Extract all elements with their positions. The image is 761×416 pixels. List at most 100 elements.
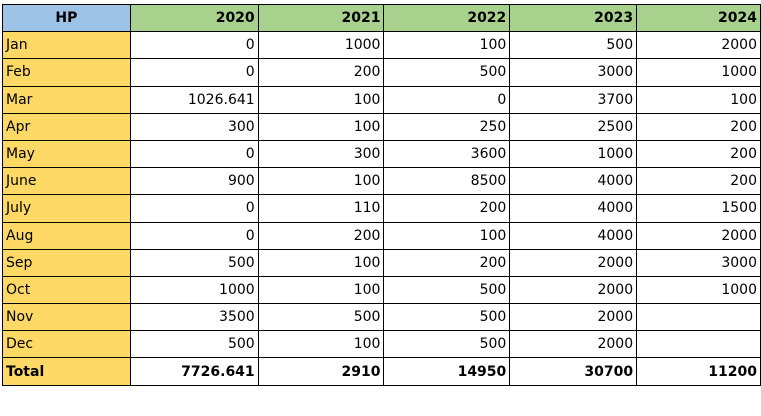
value-cell[interactable]: 500 (383, 330, 511, 359)
total-cell[interactable]: 30700 (509, 357, 638, 386)
value-cell[interactable]: 300 (257, 139, 385, 169)
month-cell[interactable]: Oct (2, 275, 131, 305)
total-row: Total 7726.641 2910 14950 30700 11200 (2, 357, 761, 386)
value-cell[interactable]: 1000 (636, 58, 761, 87)
value-cell[interactable]: 100 (257, 275, 385, 305)
value-cell[interactable]: 100 (257, 112, 385, 141)
value-cell[interactable]: 300 (129, 112, 259, 141)
table-row: May 0 300 3600 1000 200 (2, 139, 761, 169)
table-row: Oct 1000 100 500 2000 1000 (2, 275, 761, 305)
value-cell[interactable] (636, 330, 761, 359)
month-cell[interactable]: Feb (2, 58, 131, 87)
value-cell[interactable]: 1000 (636, 275, 761, 305)
value-cell[interactable]: 200 (257, 221, 385, 250)
value-cell[interactable]: 1026.641 (129, 85, 259, 114)
month-cell[interactable]: May (2, 139, 131, 169)
total-cell[interactable]: 14950 (383, 357, 511, 386)
value-cell[interactable]: 2000 (509, 248, 638, 277)
month-cell[interactable]: Mar (2, 85, 131, 114)
value-cell[interactable]: 100 (257, 248, 385, 277)
total-cell[interactable]: 2910 (257, 357, 385, 386)
value-cell[interactable]: 500 (383, 303, 511, 332)
value-cell[interactable]: 2000 (509, 330, 638, 359)
value-cell[interactable]: 500 (383, 58, 511, 87)
value-cell[interactable]: 100 (257, 167, 385, 196)
header-row: HP 2020 2021 2022 2023 2024 (2, 3, 761, 33)
value-cell[interactable]: 200 (383, 194, 511, 223)
value-cell[interactable]: 200 (257, 58, 385, 87)
value-cell[interactable]: 2500 (509, 112, 638, 141)
value-cell[interactable]: 2000 (509, 275, 638, 305)
table-row: Sep 500 100 200 2000 3000 (2, 248, 761, 277)
value-cell[interactable]: 3000 (636, 248, 761, 277)
value-cell[interactable]: 500 (257, 303, 385, 332)
value-cell[interactable]: 100 (383, 221, 511, 250)
value-cell[interactable]: 0 (129, 31, 259, 60)
year-header-cell[interactable]: 2024 (636, 3, 761, 33)
value-cell[interactable]: 0 (129, 139, 259, 169)
year-header-cell[interactable]: 2023 (509, 3, 638, 33)
table-row: July 0 110 200 4000 1500 (2, 194, 761, 223)
value-cell[interactable]: 2000 (636, 221, 761, 250)
value-cell[interactable]: 100 (257, 85, 385, 114)
value-cell[interactable]: 500 (129, 248, 259, 277)
year-header-cell[interactable]: 2022 (383, 3, 511, 33)
month-cell[interactable]: Apr (2, 112, 131, 141)
month-cell[interactable]: July (2, 194, 131, 223)
table-row: June 900 100 8500 4000 200 (2, 167, 761, 196)
value-cell[interactable]: 0 (129, 221, 259, 250)
value-cell[interactable]: 0 (383, 85, 511, 114)
value-cell[interactable]: 500 (509, 31, 638, 60)
value-cell[interactable]: 2000 (636, 31, 761, 60)
table-row: Nov 3500 500 500 2000 (2, 303, 761, 332)
value-cell[interactable]: 1000 (257, 31, 385, 60)
value-cell[interactable] (636, 303, 761, 332)
value-cell[interactable]: 200 (636, 167, 761, 196)
value-cell[interactable]: 200 (636, 112, 761, 141)
year-header-cell[interactable]: 2021 (257, 3, 385, 33)
value-cell[interactable]: 0 (129, 58, 259, 87)
month-cell[interactable]: Aug (2, 221, 131, 250)
value-cell[interactable]: 100 (383, 31, 511, 60)
table-row: Dec 500 100 500 2000 (2, 330, 761, 359)
value-cell[interactable]: 4000 (509, 167, 638, 196)
value-cell[interactable]: 4000 (509, 221, 638, 250)
value-cell[interactable]: 500 (129, 330, 259, 359)
value-cell[interactable]: 1000 (129, 275, 259, 305)
value-cell[interactable]: 1000 (509, 139, 638, 169)
month-cell[interactable]: Jan (2, 31, 131, 60)
year-header-cell[interactable]: 2020 (129, 3, 259, 33)
value-cell[interactable]: 200 (636, 139, 761, 169)
table-row: Aug 0 200 100 4000 2000 (2, 221, 761, 250)
table-row: Apr 300 100 250 2500 200 (2, 112, 761, 141)
value-cell[interactable]: 110 (257, 194, 385, 223)
value-cell[interactable]: 1500 (636, 194, 761, 223)
value-cell[interactable]: 3000 (509, 58, 638, 87)
value-cell[interactable]: 500 (383, 275, 511, 305)
value-cell[interactable]: 3600 (383, 139, 511, 169)
hp-table: HP 2020 2021 2022 2023 2024 Jan 0 1000 100 5… (2, 3, 761, 386)
total-cell[interactable]: 7726.641 (129, 357, 259, 386)
month-cell[interactable]: Nov (2, 303, 131, 332)
value-cell[interactable]: 8500 (383, 167, 511, 196)
corner-header-cell[interactable]: HP (2, 3, 131, 33)
value-cell[interactable]: 2000 (509, 303, 638, 332)
value-cell[interactable]: 0 (129, 194, 259, 223)
value-cell[interactable]: 100 (257, 330, 385, 359)
value-cell[interactable]: 3500 (129, 303, 259, 332)
value-cell[interactable]: 250 (383, 112, 511, 141)
month-cell[interactable]: June (2, 167, 131, 196)
table-row: Feb 0 200 500 3000 1000 (2, 58, 761, 87)
value-cell[interactable]: 200 (383, 248, 511, 277)
value-cell[interactable]: 100 (636, 85, 761, 114)
month-cell[interactable]: Dec (2, 330, 131, 359)
value-cell[interactable]: 4000 (509, 194, 638, 223)
total-cell[interactable]: 11200 (636, 357, 761, 386)
value-cell[interactable]: 900 (129, 167, 259, 196)
total-label-cell[interactable]: Total (2, 357, 131, 386)
table-row: Mar 1026.641 100 0 3700 100 (2, 85, 761, 114)
month-cell[interactable]: Sep (2, 248, 131, 277)
value-cell[interactable]: 3700 (509, 85, 638, 114)
table-row: Jan 0 1000 100 500 2000 (2, 31, 761, 60)
